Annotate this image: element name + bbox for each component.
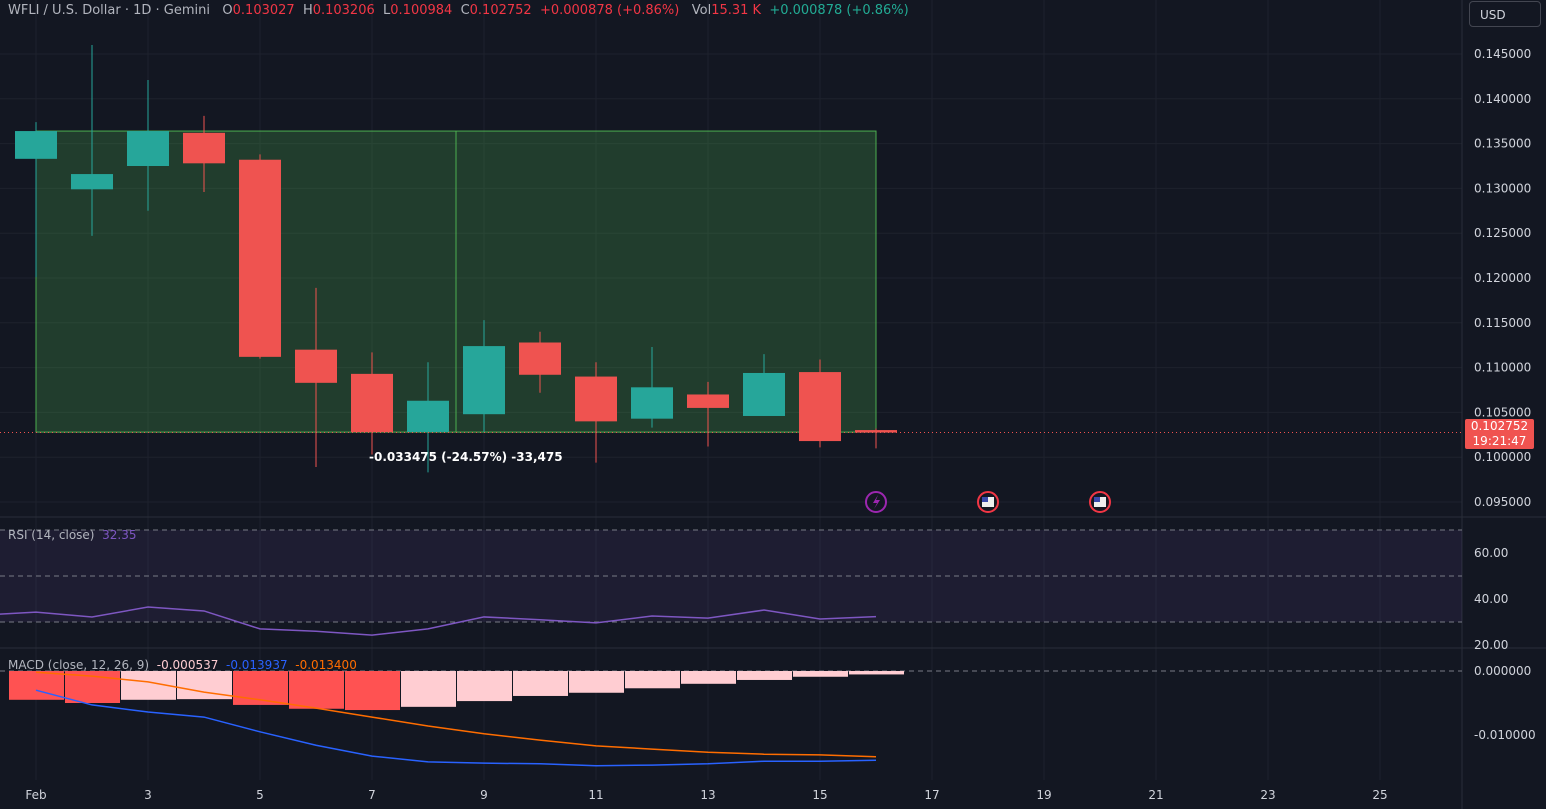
time-axis-label: 13 bbox=[700, 788, 715, 802]
rsi-axis-label: 20.00 bbox=[1474, 638, 1508, 652]
price-axis-label: 0.095000 bbox=[1474, 495, 1531, 509]
symbol-title[interactable]: WFLI / U.S. Dollar · 1D · Gemini bbox=[8, 3, 210, 18]
macd-histogram-bar bbox=[289, 671, 344, 709]
rsi-legend[interactable]: RSI (14, close) 32.35 bbox=[8, 528, 137, 542]
macd-histogram-bar bbox=[793, 671, 848, 677]
price-axis-label: 0.100000 bbox=[1474, 450, 1531, 464]
price-axis-label: 0.135000 bbox=[1474, 137, 1531, 151]
currency-button[interactable]: USD bbox=[1469, 1, 1541, 27]
time-axis-label: 15 bbox=[812, 788, 827, 802]
macd-histogram-bar bbox=[457, 671, 512, 702]
candle-body[interactable] bbox=[295, 349, 337, 383]
price-axis-label: 0.130000 bbox=[1474, 181, 1531, 195]
rsi-line bbox=[0, 606, 877, 636]
candle-body[interactable] bbox=[15, 131, 57, 159]
price-axis-label: 0.115000 bbox=[1474, 316, 1531, 330]
open-value: 0.103027 bbox=[232, 3, 295, 18]
macd-histogram-bar bbox=[681, 671, 736, 684]
candle-body[interactable] bbox=[127, 131, 169, 166]
volume-change: +0.000878 (+0.86%) bbox=[769, 3, 909, 18]
price-axis-label: 0.105000 bbox=[1474, 405, 1531, 419]
time-axis-label: 23 bbox=[1260, 788, 1275, 802]
macd-histogram-bar bbox=[625, 671, 680, 689]
macd-axis-label: 0.000000 bbox=[1474, 664, 1531, 678]
candle-body[interactable] bbox=[519, 342, 561, 375]
macd-legend[interactable]: MACD (close, 12, 26, 9) -0.000537 -0.013… bbox=[8, 658, 357, 672]
candle-body[interactable] bbox=[239, 159, 281, 357]
rsi-axis-label: 60.00 bbox=[1474, 546, 1508, 560]
time-axis-label: Feb bbox=[25, 788, 46, 802]
candle-body[interactable] bbox=[799, 372, 841, 442]
candle-body[interactable] bbox=[631, 387, 673, 419]
measure-label: -0.033475 (-24.57%) -33,475 bbox=[369, 450, 563, 464]
time-axis-label: 25 bbox=[1372, 788, 1387, 802]
macd-histogram-bar bbox=[737, 671, 792, 680]
candle-body[interactable] bbox=[351, 373, 393, 433]
symbol-legend: WFLI / U.S. Dollar · 1D · Gemini O0.1030… bbox=[8, 3, 909, 18]
macd-axis-label: -0.010000 bbox=[1474, 728, 1536, 742]
flag-canton bbox=[982, 497, 988, 502]
candle-body[interactable] bbox=[463, 346, 505, 415]
rsi-axis-label: 40.00 bbox=[1474, 592, 1508, 606]
price-axis-label: 0.140000 bbox=[1474, 92, 1531, 106]
time-axis-label: 19 bbox=[1036, 788, 1051, 802]
candle-body[interactable] bbox=[575, 376, 617, 422]
high-value: 0.103206 bbox=[312, 3, 375, 18]
candle-body[interactable] bbox=[687, 394, 729, 408]
time-axis-label: 9 bbox=[480, 788, 488, 802]
price-axis-label: 0.125000 bbox=[1474, 226, 1531, 240]
price-axis-label: 0.145000 bbox=[1474, 47, 1531, 61]
lightning-glyph bbox=[873, 495, 880, 509]
time-axis-label: 3 bbox=[144, 788, 152, 802]
candle-body[interactable] bbox=[855, 430, 897, 433]
macd-signal-line bbox=[35, 671, 877, 758]
price-axis-label: 0.120000 bbox=[1474, 271, 1531, 285]
candle-body[interactable] bbox=[71, 174, 113, 190]
flag-canton bbox=[1094, 497, 1100, 502]
low-value: 0.100984 bbox=[390, 3, 453, 18]
macd-histogram-bar bbox=[345, 671, 400, 711]
time-axis-label: 11 bbox=[588, 788, 603, 802]
macd-line bbox=[35, 689, 877, 767]
price-axis-label: 0.110000 bbox=[1474, 361, 1531, 375]
candle-body[interactable] bbox=[743, 372, 785, 416]
close-value: 0.102752 bbox=[469, 3, 532, 18]
time-axis-label: 7 bbox=[368, 788, 376, 802]
time-axis-label: 21 bbox=[1148, 788, 1163, 802]
time-axis-label: 17 bbox=[924, 788, 939, 802]
change-value: +0.000878 (+0.86%) bbox=[539, 3, 680, 18]
candle-body[interactable] bbox=[407, 400, 449, 433]
macd-histogram-bar bbox=[513, 671, 568, 696]
macd-histogram-bar bbox=[401, 671, 456, 707]
last-price-tag: 0.102752 19:21:47 bbox=[1465, 419, 1534, 449]
macd-histogram-bar bbox=[569, 671, 624, 693]
time-axis-label: 5 bbox=[256, 788, 264, 802]
volume-value: 15.31 K bbox=[711, 3, 762, 18]
candle-body[interactable] bbox=[183, 132, 225, 164]
macd-histogram-bar bbox=[849, 671, 904, 675]
